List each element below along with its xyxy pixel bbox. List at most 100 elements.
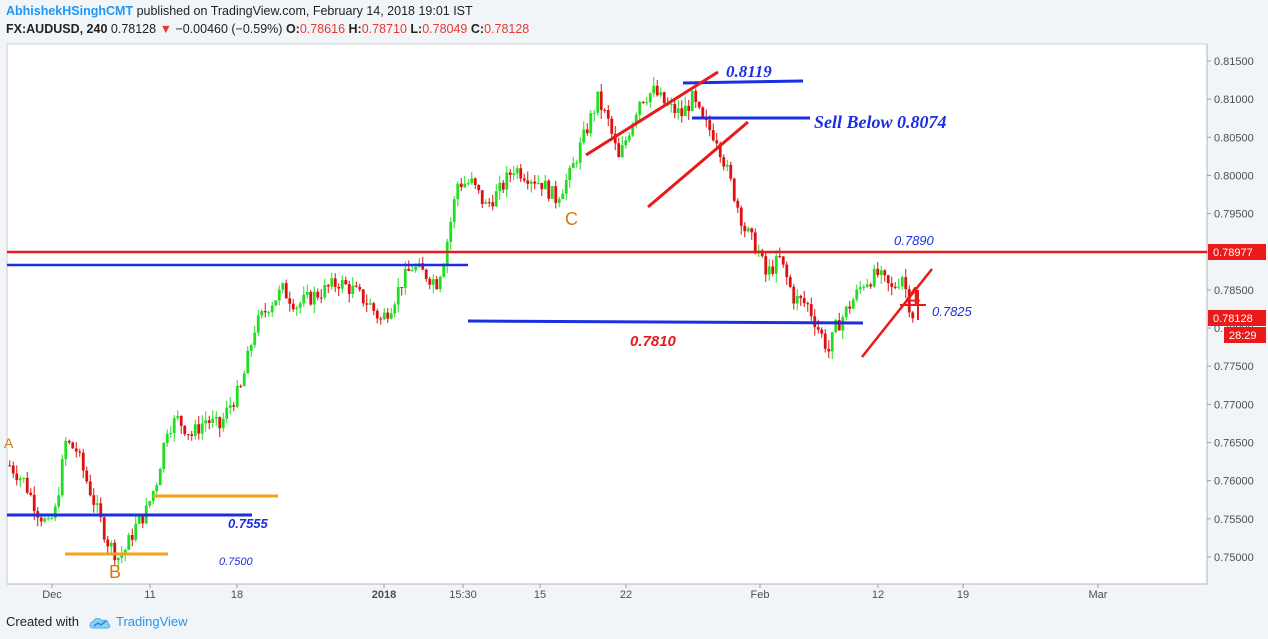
tradingview-cloud-icon [89,617,111,628]
drawings: 0.8119 Sell Below 0.8074 0.7890 0.7825 0… [4,62,1207,582]
candle-body [46,518,50,520]
candle-body [309,291,313,305]
candle-body [561,193,565,200]
candle-body [519,168,523,179]
wave-label-a[interactable]: A [4,435,14,451]
candle-body [323,285,327,298]
price-tick-label: 0.77000 [1214,399,1254,411]
candle-body [844,306,848,318]
price-tick-label: 0.77500 [1214,361,1254,373]
candle-body [368,303,372,305]
price-axis[interactable]: 0.815000.810000.805000.800000.795000.790… [1207,56,1254,564]
candle-body [851,299,855,309]
annotation-0-7890[interactable]: 0.7890 [894,233,935,248]
candle-body [729,164,733,179]
candle-body [116,557,120,561]
candle-body [760,250,764,257]
candle-body [312,291,316,305]
annotation-top[interactable]: 0.8119 [726,62,772,81]
candle-body [407,268,411,271]
candle-body [176,415,180,419]
annotation-0-7555[interactable]: 0.7555 [228,516,269,531]
candle-body [403,268,407,288]
price-tick-label: 0.75000 [1214,552,1254,564]
countdown-label: 28:29 [1229,330,1257,342]
price-change: −0.00460 (−0.59%) [175,22,283,36]
published-text: published on TradingView.com, February 1… [133,4,473,18]
tradingview-label[interactable]: TradingView [116,614,188,629]
candle-body [162,442,166,469]
candle-body [592,112,596,114]
candle-body [253,332,257,346]
candle-body [78,451,82,453]
candle-body [610,118,614,134]
candle-body [662,92,666,104]
candle-body [641,101,645,103]
candle-body [428,278,432,285]
candle-body [123,549,127,554]
candle-body [400,287,404,289]
annotation-sell-below[interactable]: Sell Below 0.8074 [814,112,947,132]
channel-lower-line[interactable] [647,120,749,209]
candle-body [39,517,43,522]
candle-body [701,107,705,118]
candle-body [50,518,54,520]
candle-body [568,167,572,181]
candle-body [547,180,551,199]
candle-body [620,145,624,158]
candle-body [242,373,246,387]
candle-body [645,102,649,104]
candle-body [858,287,862,290]
support-0-7810-line[interactable] [467,319,864,325]
candle-body [179,415,183,426]
candle-body [57,495,61,507]
candle-body [344,280,348,285]
candle-body [900,277,904,287]
candle-body [186,434,190,436]
last-price-label-bg [1208,310,1266,326]
time-axis[interactable]: Dec 11 18 2018 15:30 15 22 Feb 12 19 Mar [42,584,1108,601]
candle-body [655,85,659,96]
candle-body [109,542,113,547]
candle-body [820,329,824,334]
annotation-0-7500[interactable]: 0.7500 [219,556,254,568]
candle-body [445,241,449,266]
candle-body [806,303,810,305]
channel-upper-line[interactable] [585,70,719,157]
candle-body [827,348,831,352]
candle-body [477,184,481,191]
candle-body [907,289,911,313]
candle-body [624,140,628,146]
candle-body [207,420,211,423]
candle-body [911,312,915,319]
candle-body [214,417,218,419]
wave-label-4[interactable]: 4 [905,281,921,312]
candle-body [484,202,488,204]
wave-label-b[interactable]: B [109,562,121,582]
publish-line: AbhishekHSinghCMT published on TradingVi… [6,4,473,18]
candle-body [256,315,260,333]
candle-body [127,535,131,550]
candle-body [347,284,351,295]
candle-body [606,110,610,119]
footer: Created with TradingView [0,610,1268,639]
author-link[interactable]: AbhishekHSinghCMT [6,4,134,18]
candle-body [711,130,715,141]
candle-body [795,295,799,304]
rising-trend-line[interactable] [861,268,933,358]
wave-label-c[interactable]: C [565,209,578,229]
annotation-0-7825[interactable]: 0.7825 [932,304,973,319]
candle-body [99,503,103,518]
plot-area[interactable] [6,43,1208,585]
candle-body [372,303,376,311]
tradingview-link[interactable]: TradingView [88,614,188,629]
price-chart[interactable]: 0.815000.810000.805000.800000.795000.790… [0,0,1268,610]
time-tick-label: 19 [957,589,969,601]
candle-body [277,289,281,301]
candle-body [480,190,484,204]
candle-body [424,269,428,279]
symbol-label[interactable]: FX:AUDUSD, 240 [6,22,108,36]
candle-body [165,433,169,443]
time-tick-label: Feb [751,589,770,601]
annotation-0-7810[interactable]: 0.7810 [630,333,677,350]
